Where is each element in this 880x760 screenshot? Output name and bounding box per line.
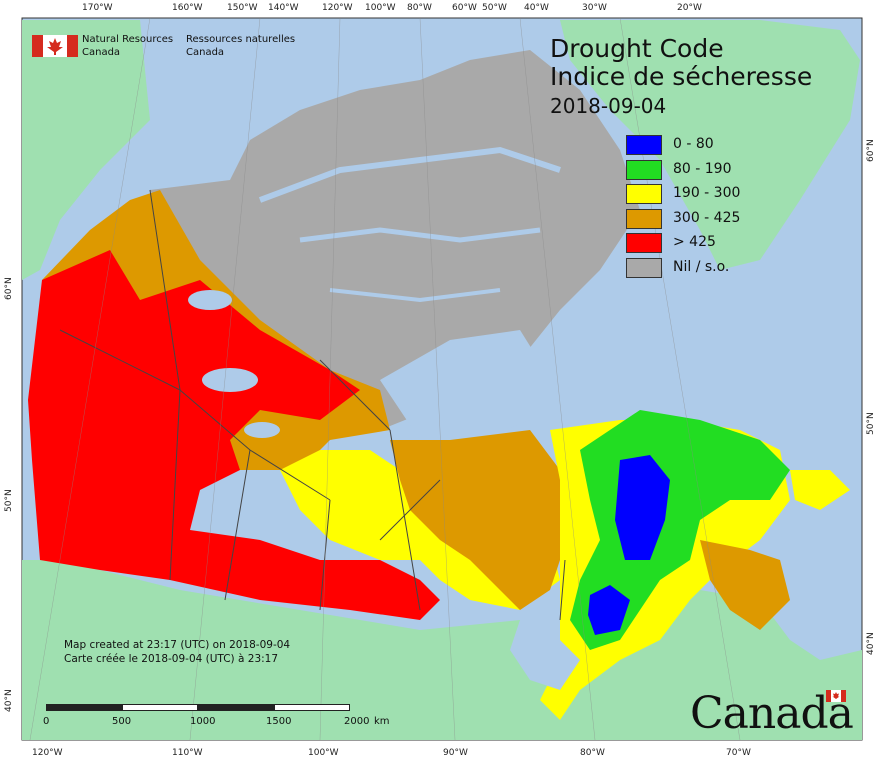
legend-swatch <box>626 257 662 278</box>
tick-top-140w: 140°W <box>268 3 299 13</box>
legend-swatch <box>626 208 662 229</box>
tick-bottom-120w: 120°W <box>32 748 63 758</box>
alaska-land <box>22 20 150 280</box>
scale-label: 1500 <box>266 716 292 727</box>
map-title-fr: Indice de sécheresse <box>550 62 813 91</box>
legend-label: 0 - 80 <box>673 136 714 152</box>
tick-top-20w: 20°W <box>677 3 702 13</box>
tick-right-50n: 50°N <box>866 412 876 435</box>
scale-label: 2000 <box>344 716 370 727</box>
scale-unit: km <box>374 716 390 727</box>
legend-swatch <box>626 184 662 204</box>
creation-note: Map created at 23:17 (UTC) on 2018-09-04… <box>64 638 290 666</box>
legend-label: Nil / s.o. <box>673 258 730 275</box>
graticule <box>29 17 741 741</box>
tick-top-40w: 40°W <box>524 3 549 13</box>
agency-en-line1: Natural Resources <box>82 34 174 45</box>
great-lakes <box>510 620 580 690</box>
atlantic-provinces <box>700 540 790 630</box>
tick-left-40n: 40°N <box>4 689 14 712</box>
drought-300-425-central <box>390 430 560 610</box>
map-title-en: Drought Code <box>550 34 724 63</box>
tick-right-60n: 60°N <box>866 139 876 162</box>
drought-over-425-west <box>28 250 440 620</box>
agency-fr-line2: Canada <box>186 47 225 58</box>
tick-top-50w: 50°W <box>482 3 507 13</box>
agency-en-line2: Canada <box>82 47 121 58</box>
agency-name-en: Natural Resources Canada <box>82 33 173 59</box>
scale-segment <box>198 704 274 711</box>
tick-bottom-80w: 80°W <box>580 748 605 758</box>
scale-label: 500 <box>112 716 132 727</box>
agency-fr-line1: Ressources naturelles <box>186 34 296 45</box>
scale-segment <box>274 704 350 711</box>
greenland-land <box>560 20 860 270</box>
legend-swatch <box>626 159 662 180</box>
creation-note-fr: Carte créée le 2018-09-04 (UTC) à 23:17 <box>64 653 279 665</box>
tick-top-120w: 120°W <box>322 3 353 13</box>
tick-top-150w: 150°W <box>227 3 258 13</box>
agency-name-fr: Ressources naturelles Canada <box>186 33 295 59</box>
tick-left-60n: 60°N <box>4 277 14 300</box>
legend-swatch <box>626 233 662 253</box>
tick-left-50n: 50°N <box>4 489 14 512</box>
legend-swatch <box>626 135 662 155</box>
provincial-boundaries <box>59 189 566 621</box>
tick-bottom-100w: 100°W <box>308 748 339 758</box>
tick-top-160w: 160°W <box>172 3 203 13</box>
tick-bottom-70w: 70°W <box>726 748 751 758</box>
legend-label: > 425 <box>673 234 716 250</box>
tick-top-170w: 170°W <box>82 3 113 13</box>
tick-bottom-110w: 110°W <box>172 748 203 758</box>
map-date: 2018-09-04 <box>550 94 667 118</box>
tick-top-80w: 80°W <box>407 3 432 13</box>
tick-top-60w: 60°W <box>452 3 477 13</box>
drought-0-80-south <box>588 585 630 635</box>
drought-0-80-quebec <box>615 455 670 560</box>
scale-segment <box>46 704 122 711</box>
legend-label: 190 - 300 <box>673 185 741 201</box>
tick-right-40n: 40°N <box>866 632 876 655</box>
scale-label: 0 <box>43 716 50 727</box>
legend-label: 80 - 190 <box>673 160 732 177</box>
tick-top-30w: 30°W <box>582 3 607 13</box>
scale-bar: 0 500 1000 1500 2000 km <box>43 704 390 732</box>
canada-flag-icon <box>32 35 78 57</box>
tick-top-100w: 100°W <box>365 3 396 13</box>
hudson-bay <box>380 330 545 440</box>
scale-label: 1000 <box>190 716 216 727</box>
wordmark-flag-icon <box>826 690 846 702</box>
creation-note-en: Map created at 23:17 (UTC) on 2018-09-04 <box>64 639 291 651</box>
legend-label: 300 - 425 <box>673 209 741 226</box>
scale-segment <box>122 704 198 711</box>
tick-bottom-90w: 90°W <box>443 748 468 758</box>
